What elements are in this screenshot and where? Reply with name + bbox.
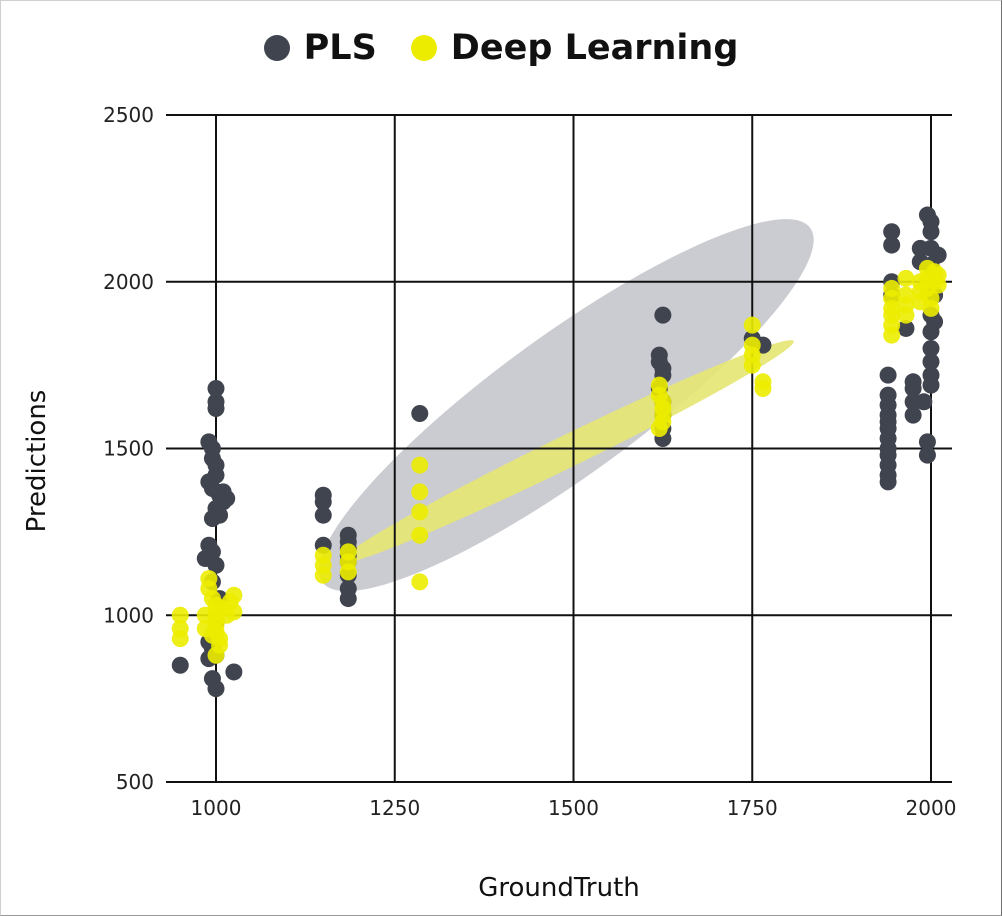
data-point xyxy=(897,319,915,337)
data-point xyxy=(650,419,668,437)
data-point xyxy=(314,506,332,524)
data-point xyxy=(879,366,897,384)
data-point xyxy=(225,603,243,621)
x-tick-label: 2000 xyxy=(906,796,957,820)
confidence-ellipse-deep-learning xyxy=(339,340,794,564)
data-point xyxy=(207,399,225,417)
data-point xyxy=(743,316,761,334)
y-axis-title: Predictions xyxy=(22,390,52,533)
data-point xyxy=(218,490,236,508)
data-point xyxy=(196,606,214,624)
data-point xyxy=(922,376,940,394)
data-point xyxy=(922,223,940,241)
data-point xyxy=(918,446,936,464)
label-layer: 500 1000 1500 2000 2500 1000 1250 1500 1750 2000 xyxy=(103,103,956,820)
x-tick-label: 1750 xyxy=(727,796,778,820)
data-point xyxy=(897,306,915,324)
data-point xyxy=(171,630,189,648)
data-point xyxy=(922,353,940,371)
ellipse-layer xyxy=(319,219,814,592)
grid-layer xyxy=(166,114,952,783)
data-point xyxy=(339,590,357,608)
data-point xyxy=(743,356,761,374)
data-point xyxy=(897,269,915,287)
y-tick-label: 500 xyxy=(116,770,154,794)
data-point xyxy=(411,404,429,422)
data-point xyxy=(207,680,225,698)
legend-marker-deep-learning xyxy=(410,35,437,61)
data-point xyxy=(339,563,357,581)
y-tick-label: 1000 xyxy=(103,603,154,627)
y-tick-label: 2000 xyxy=(103,270,154,294)
data-point xyxy=(411,456,429,474)
data-point xyxy=(203,626,221,644)
legend-label-pls: PLS xyxy=(303,28,377,68)
data-point xyxy=(314,493,332,511)
x-tick-label: 1250 xyxy=(369,796,420,820)
x-axis-title: GroundTruth xyxy=(478,873,640,903)
data-point xyxy=(904,379,922,397)
data-point xyxy=(207,556,225,574)
data-point xyxy=(654,306,672,324)
data-point xyxy=(915,393,933,411)
data-point xyxy=(922,299,940,317)
data-point xyxy=(929,246,947,264)
legend-marker-pls xyxy=(263,35,290,61)
legend-item-deep-learning[interactable]: Deep Learning xyxy=(410,28,739,68)
data-point xyxy=(922,339,940,357)
data-point xyxy=(207,379,225,397)
data-point xyxy=(929,266,947,284)
data-point xyxy=(225,586,243,604)
legend-item-pls[interactable]: PLS xyxy=(263,28,377,68)
data-point xyxy=(203,510,221,528)
y-tick-label: 1500 xyxy=(103,437,154,461)
data-point xyxy=(754,379,772,397)
data-point xyxy=(918,433,936,451)
point-layer xyxy=(171,206,947,698)
data-point xyxy=(171,656,189,674)
data-point xyxy=(883,223,901,241)
data-point xyxy=(225,663,243,681)
series-deep-learning xyxy=(171,259,947,664)
legend: PLS Deep Learning xyxy=(0,22,1002,74)
data-point xyxy=(926,313,944,331)
x-tick-label: 1000 xyxy=(191,796,242,820)
data-point xyxy=(883,326,901,344)
data-point xyxy=(411,483,429,501)
legend-label-deep-learning: Deep Learning xyxy=(450,28,739,68)
data-point xyxy=(411,526,429,544)
data-point xyxy=(314,566,332,584)
data-point xyxy=(904,406,922,424)
data-point xyxy=(207,646,225,664)
data-point xyxy=(883,236,901,254)
data-point xyxy=(879,473,897,491)
confidence-ellipse-pls xyxy=(319,219,814,592)
y-tick-label: 2500 xyxy=(103,103,154,127)
data-point xyxy=(411,503,429,521)
x-tick-label: 1500 xyxy=(548,796,599,820)
data-point xyxy=(171,606,189,624)
data-point xyxy=(411,573,429,591)
